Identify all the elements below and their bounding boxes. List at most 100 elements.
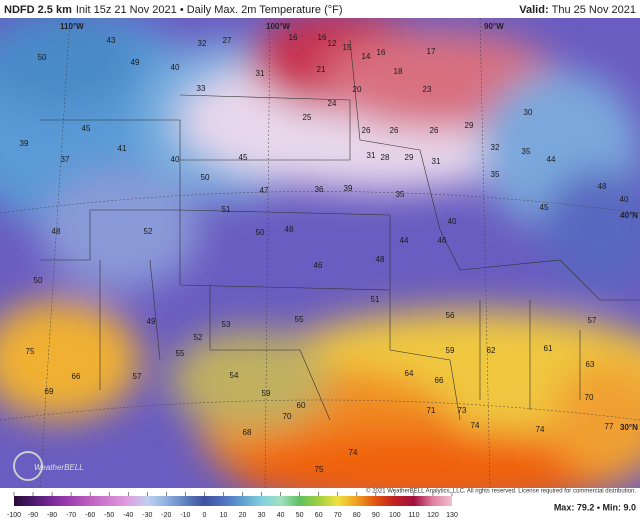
station-value: 14 <box>362 52 371 61</box>
valid-time: Thu 25 Nov 2021 <box>552 4 636 16</box>
colorbar-tick-label: -100 <box>7 512 21 519</box>
colorbar-tick-label: 90 <box>372 512 380 519</box>
station-value: 74 <box>349 448 358 457</box>
station-value: 70 <box>585 393 594 402</box>
header-title: NDFD 2.5 km Init 15z 21 Nov 2021 • Daily … <box>4 4 343 16</box>
station-value: 29 <box>405 153 414 162</box>
colorbar-tick-label: 80 <box>353 512 361 519</box>
station-value: 15 <box>343 43 352 52</box>
station-value: 32 <box>198 39 207 48</box>
colorbar-tick-label: -30 <box>142 512 152 519</box>
colorbar <box>14 496 452 506</box>
colorbar-tick-label: 40 <box>277 512 285 519</box>
station-value: 68 <box>243 428 252 437</box>
station-value: 26 <box>390 126 399 135</box>
station-value: 28 <box>381 153 390 162</box>
station-value: 77 <box>605 422 614 431</box>
station-value: 35 <box>396 190 405 199</box>
colorbar-tick-label: -80 <box>47 512 57 519</box>
colorbar-tick-label: 10 <box>220 512 228 519</box>
station-value: 39 <box>20 139 29 148</box>
station-value: 49 <box>131 58 140 67</box>
lon-label: 100°W <box>266 22 291 31</box>
station-value: 50 <box>256 228 265 237</box>
station-value: 50 <box>34 276 43 285</box>
copyright: © 2021 WeatherBELL Analytics, LLC. All r… <box>366 488 636 495</box>
colorbar-tick-label: 0 <box>202 512 206 519</box>
station-value: 32 <box>491 143 500 152</box>
subtitle: Init 15z 21 Nov 2021 • Daily Max. 2m Tem… <box>76 4 343 16</box>
station-value: 50 <box>38 53 47 62</box>
station-value: 36 <box>315 185 324 194</box>
station-value: 25 <box>303 113 312 122</box>
valid: Valid: Thu 25 Nov 2021 <box>519 4 636 16</box>
valid-label: Valid: <box>519 4 548 16</box>
station-value: 31 <box>367 151 376 160</box>
station-value: 45 <box>239 153 248 162</box>
station-value: 40 <box>171 63 180 72</box>
colorbar-tick-label: -50 <box>104 512 114 519</box>
lon-label: 110°W <box>60 22 84 31</box>
station-value: 16 <box>318 33 327 42</box>
station-value: 47 <box>260 186 269 195</box>
station-value: 21 <box>317 65 326 74</box>
lon-label: 90°W <box>484 22 504 31</box>
station-value: 12 <box>328 39 337 48</box>
station-value: 62 <box>487 346 496 355</box>
station-value: 27 <box>223 36 232 45</box>
station-value: 31 <box>256 69 265 78</box>
lat-label: 30°N <box>620 423 638 432</box>
station-value: 37 <box>61 155 70 164</box>
station-value: 35 <box>491 170 500 179</box>
station-value: 16 <box>377 48 386 57</box>
logo-text: WeatherBELL <box>34 463 84 472</box>
colorbar-tick-label: -90 <box>28 512 38 519</box>
state-borders <box>40 39 640 421</box>
colorbar-tick-label: 30 <box>258 512 266 519</box>
station-value: 16 <box>289 33 298 42</box>
station-value: 66 <box>72 372 81 381</box>
station-value: 59 <box>262 389 271 398</box>
station-value: 56 <box>446 311 455 320</box>
station-value: 24 <box>328 99 337 108</box>
station-value: 29 <box>465 121 474 130</box>
colorbar-tick-label: 50 <box>296 512 304 519</box>
station-value: 61 <box>544 344 553 353</box>
colorbar-tick-label: 60 <box>315 512 323 519</box>
logo-ring <box>13 451 43 481</box>
station-value: 75 <box>26 347 35 356</box>
station-value: 57 <box>133 372 142 381</box>
product: NDFD 2.5 km <box>4 4 72 16</box>
station-value: 66 <box>435 376 444 385</box>
station-value: 26 <box>362 126 371 135</box>
station-value: 41 <box>118 144 127 153</box>
station-value: 48 <box>376 255 385 264</box>
station-value: 40 <box>620 195 629 204</box>
station-value: 31 <box>432 157 441 166</box>
station-value: 59 <box>446 346 455 355</box>
station-value: 17 <box>427 47 436 56</box>
station-value: 39 <box>344 184 353 193</box>
colorbar-tick-label: 100 <box>389 512 401 519</box>
station-value: 46 <box>314 261 323 270</box>
graticule-labels: 110°W 100°W 90°W 40°N 30°N <box>60 22 638 432</box>
lat-label: 40°N <box>620 211 638 220</box>
station-value: 55 <box>176 349 185 358</box>
station-value: 74 <box>536 425 545 434</box>
station-value: 26 <box>430 126 439 135</box>
station-value: 30 <box>524 108 533 117</box>
logo: WeatherBELL <box>13 451 84 481</box>
station-value: 63 <box>586 360 595 369</box>
station-value: 40 <box>171 155 180 164</box>
colorbar-ticks: -100 -90 -80 -70 -60 -50 -40 -30 -20 -10 0 10 20 30 40… <box>7 492 458 519</box>
station-value: 33 <box>197 84 206 93</box>
station-value: 52 <box>194 333 203 342</box>
colorbar-tick-label: 110 <box>408 512 419 519</box>
station-value: 60 <box>297 401 306 410</box>
colorbar-tick-label: 70 <box>334 512 342 519</box>
station-value: 44 <box>400 236 409 245</box>
station-value: 44 <box>547 155 556 164</box>
colorbar-tick-label: 130 <box>446 512 458 519</box>
